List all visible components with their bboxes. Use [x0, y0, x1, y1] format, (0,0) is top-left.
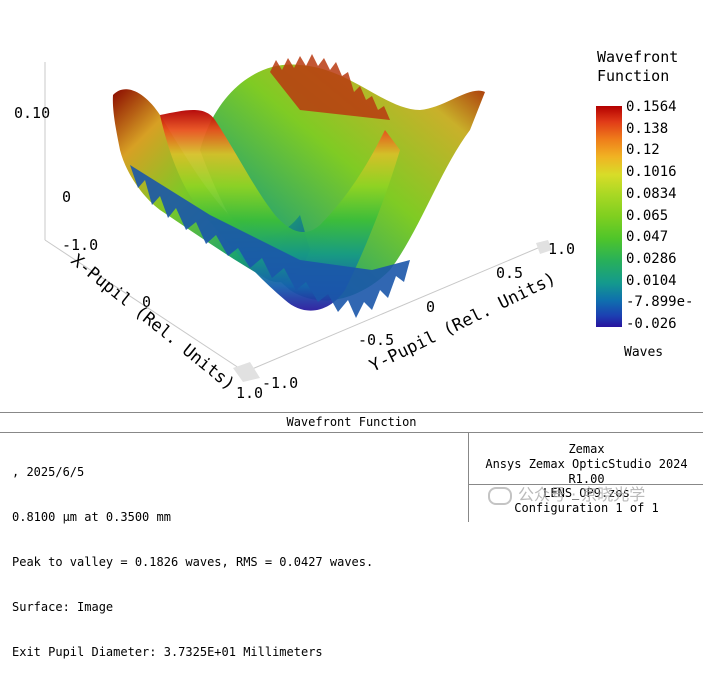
legend-tick-label: -7.899e- [626, 294, 694, 311]
legend-tick-label: 0.1564 [626, 99, 677, 115]
info-line-wavelength: 0.8100 µm at 0.3500 mm [12, 510, 171, 524]
legend-tick-label: 0.0834 [626, 185, 677, 202]
info-lines: , 2025/6/5 0.8100 µm at 0.3500 mm Peak t… [12, 435, 373, 690]
y-tick-label: -0.5 [358, 331, 394, 349]
z-tick-label: 0.10 [14, 104, 50, 122]
configuration-label: Configuration 1 of 1 [514, 501, 659, 515]
wavefront-plot-area: 0.10 0 -1.0 0 1.0 -1.0 -0.5 0 0.5 1.0 X-… [14, 54, 575, 402]
legend-tick-label: 0.065 [626, 207, 669, 224]
legend-tick-label: 0.12 [626, 142, 660, 159]
wechat-icon [488, 486, 512, 505]
legend-color-bar [596, 106, 622, 327]
y-tick-label: -1.0 [262, 374, 298, 392]
info-company-box: Zemax Ansys Zemax OpticStudio 2024 R1.00 [469, 432, 703, 486]
info-right-box: Zemax Ansys Zemax OpticStudio 2024 R1.00… [468, 432, 703, 522]
wavefront-surface-left [112, 89, 311, 283]
legend-tick-label: 0.047 [626, 229, 669, 246]
info-panel: Wavefront Function , 2025/6/5 0.8100 µm … [0, 412, 703, 659]
wavefront-3d-plot: 0.10 0 -1.0 0 1.0 -1.0 -0.5 0 0.5 1.0 X-… [14, 54, 575, 402]
info-header: Wavefront Function [0, 413, 703, 433]
x-tick-label: -1.0 [62, 236, 98, 254]
x-axis-title: X-Pupil (Rel. Units) [67, 250, 239, 394]
y-tick-label: 1.0 [548, 240, 575, 258]
y-axis-title: Y-Pupil (Rel. Units) [366, 269, 559, 377]
legend-tick-label: 0.1016 [626, 164, 677, 181]
product-name: Ansys Zemax OpticStudio 2024 R1.00 [485, 457, 688, 486]
axis-frame [44, 62, 552, 382]
legend-units: Waves [624, 345, 664, 360]
surface-jagged-edge [130, 165, 410, 318]
info-line-pv-rms: Peak to valley = 0.1826 waves, RMS = 0.0… [12, 555, 374, 569]
wavefront-surface-center [160, 110, 400, 311]
legend-tick-label: -0.026 [626, 316, 677, 332]
legend-tick-label: 0.0104 [626, 272, 677, 289]
x-tick-label: 0 [142, 293, 151, 311]
info-file-box: LENS_OP9.zos Configuration 1 of 1 [469, 486, 703, 516]
y-tick-label: 0 [426, 298, 435, 316]
company-name: Zemax [568, 442, 605, 456]
watermark-text: 公众号 · 京晓光学 [518, 485, 646, 504]
z-tick-label: 0 [62, 188, 71, 206]
y-tick-label: 0.5 [496, 264, 523, 282]
legend-title: Wavefront Function [597, 48, 679, 85]
watermark: 公众号 · 京晓光学 [488, 481, 645, 505]
x-tick-label: 1.0 [236, 384, 263, 402]
info-line-date: , 2025/6/5 [12, 465, 85, 479]
surface-jagged-top [270, 54, 390, 120]
file-name: LENS_OP9.zos [543, 486, 630, 500]
legend-tick-label: 0.0286 [626, 250, 677, 267]
legend-tick-label: 0.138 [626, 120, 669, 137]
info-line-surface: Surface: Image [12, 600, 114, 614]
info-line-pupil-diameter: Exit Pupil Diameter: 3.7325E+01 Millimet… [12, 645, 323, 659]
